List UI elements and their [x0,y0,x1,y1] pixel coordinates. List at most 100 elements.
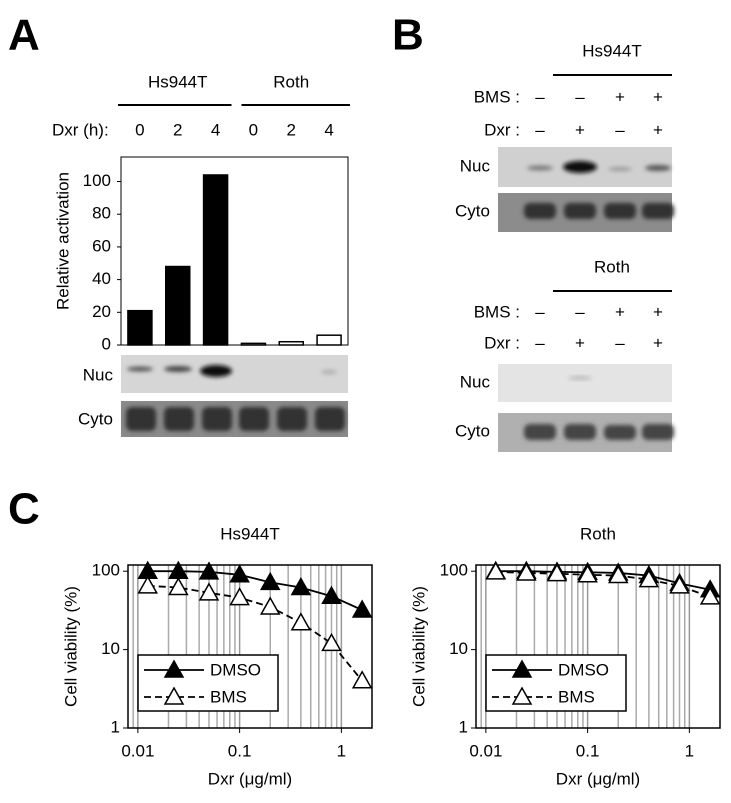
y-tick-label: 40 [92,269,111,288]
marker [259,596,281,615]
y-tick-label: 100 [83,171,111,190]
row-label: BMS : [474,87,520,106]
block-title: Roth [594,257,630,276]
marker [669,575,690,594]
marker [485,561,507,580]
plot-frame [127,564,373,729]
y-tick-label: 80 [92,204,111,223]
condition-mark: – [575,87,585,106]
bar [316,334,342,346]
chart-title: Hs944T [220,524,280,543]
x-tick-label: 0 [135,120,144,139]
blot-label: Cyto [455,201,490,220]
legend-label: DMSO [210,660,261,679]
x-axis-label: Dxr (μg/ml) [556,769,640,788]
condition-mark: + [615,302,625,321]
marker [321,585,342,604]
y-tick-label: 60 [92,236,111,255]
group-label: Roth [273,72,309,91]
group-label: Hs944T [148,72,208,91]
marker [351,599,373,618]
block-title: Hs944T [582,41,642,60]
x-tick-label: 4 [324,120,333,139]
row-label: BMS : [474,302,520,321]
plot-frame [475,564,721,729]
condition-mark: – [535,87,545,106]
x-tick-label: 0.1 [576,741,600,760]
x-axis-label: Dxr (μg/ml) [208,769,292,788]
marker [259,571,281,591]
legend-marker [511,659,533,678]
y-axis-label: Relative activation [53,172,72,310]
marker [137,575,159,594]
blot-label: Cyto [78,409,113,428]
legend-label: DMSO [558,660,609,679]
legend-marker [163,686,185,705]
condition-mark: + [653,333,663,352]
marker [229,564,250,583]
condition-mark: – [615,333,625,352]
x-tick-label: 0.01 [121,741,154,760]
plot-frame [120,156,349,346]
bar [202,174,229,346]
condition-mark: + [575,333,585,352]
row-label: Dxr : [484,120,520,139]
legend-label: BMS [558,687,595,706]
y-tick-label: 100 [92,561,120,580]
y-tick-label: 10 [101,639,120,658]
bar [240,342,267,346]
panel-label: B [392,11,424,60]
x-tick-label: 2 [287,120,296,139]
legend-marker [511,686,533,705]
blot-a [121,355,348,437]
y-tick-label: 0 [102,334,111,353]
condition-mark: – [535,120,545,139]
x-tick-label: 0.01 [469,741,502,760]
condition-mark: + [653,87,663,106]
y-tick-label: 1 [459,717,468,736]
condition-mark: – [535,302,545,321]
marker [577,564,598,583]
blot-b [498,147,674,452]
condition-mark: + [615,87,625,106]
panel-label: C [8,485,40,534]
chart-title: Roth [580,524,616,543]
x-tick-label: 1 [337,741,346,760]
marker [546,563,568,582]
y-tick-label: 20 [92,302,111,321]
y-axis-label: Cell viability (%) [409,586,428,707]
condition-mark: – [535,333,545,352]
y-tick-label: 100 [440,561,468,580]
condition-mark: + [653,120,663,139]
blot-label: Nuc [83,365,114,384]
marker [321,632,342,652]
legend-box [485,654,627,712]
condition-mark: + [575,120,585,139]
bar [165,265,191,346]
marker [351,670,373,689]
condition-mark: – [615,120,625,139]
marker [290,576,312,596]
marker [699,586,721,605]
y-axis-label: Cell viability (%) [61,586,80,707]
blot-label: Nuc [460,156,491,175]
category-axis-label: Dxr (h): [52,120,109,139]
marker [290,612,312,631]
y-tick-label: 1 [111,717,120,736]
x-tick-label: 0.1 [228,741,252,760]
marker [198,561,220,580]
marker [168,576,189,596]
y-tick-label: 10 [449,639,468,658]
panel-label: A [8,11,40,60]
blot-label: Cyto [455,421,490,440]
bar [127,309,153,346]
condition-mark: + [653,302,663,321]
legend-marker [163,659,185,678]
marker [229,587,250,606]
condition-mark: – [575,302,585,321]
x-tick-label: 4 [211,120,220,139]
bar [278,340,304,346]
marker [638,569,660,588]
blot-label: Nuc [460,372,491,391]
